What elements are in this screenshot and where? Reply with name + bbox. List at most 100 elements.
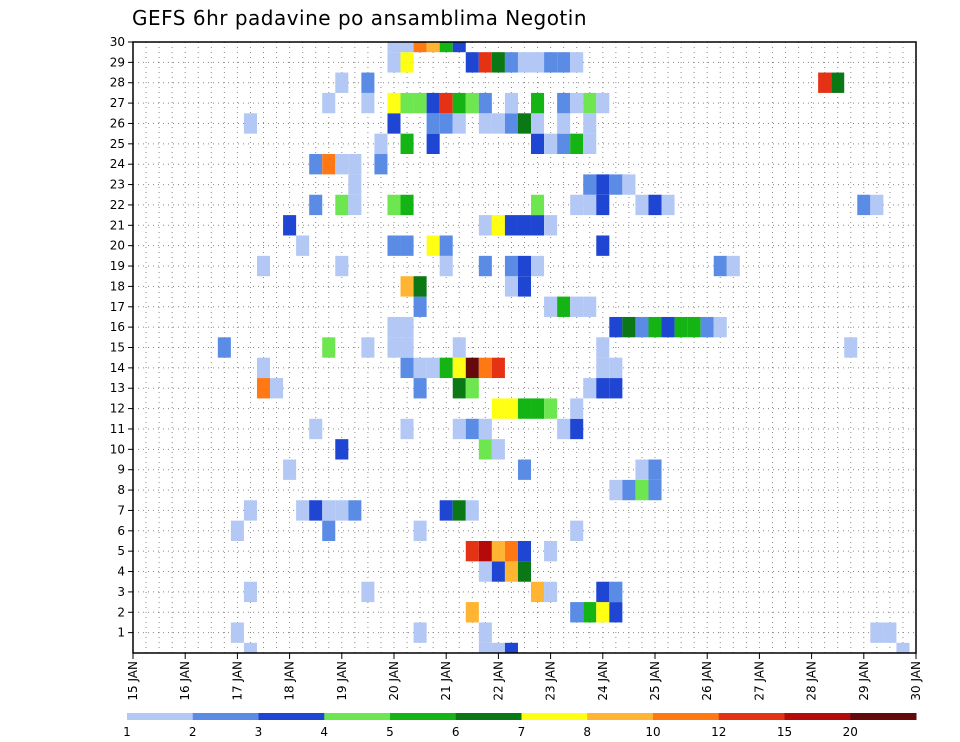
heatmap-cell <box>243 642 257 653</box>
heatmap-cell <box>491 642 505 653</box>
heatmap-cell <box>544 540 558 562</box>
heatmap-cell <box>335 154 349 175</box>
heatmap-cell <box>504 255 518 277</box>
heatmap-cell <box>335 194 349 216</box>
y-tick-label: 17 <box>110 300 125 314</box>
heatmap-cell <box>387 316 401 338</box>
y-tick-label: 26 <box>110 116 125 130</box>
heatmap-cell <box>609 602 623 623</box>
x-tick-label: 30 JAN <box>909 661 923 701</box>
heatmap-cell <box>452 42 466 53</box>
heatmap-cell <box>413 42 427 53</box>
heatmap-cell <box>504 398 518 419</box>
colorbar-label: 5 <box>386 725 394 739</box>
heatmap-cell <box>439 113 453 134</box>
heatmap-cell <box>322 154 336 175</box>
x-tick-label: 22 JAN <box>491 661 505 701</box>
y-axis-ticks: 1234567891011121314151617181920212223242… <box>110 35 133 640</box>
y-tick-label: 2 <box>117 605 125 619</box>
heatmap-cell <box>648 316 662 338</box>
heatmap-cell <box>400 194 414 216</box>
heatmap-cell <box>322 520 336 541</box>
heatmap-cell <box>230 520 244 541</box>
x-tick-label: 24 JAN <box>596 661 610 701</box>
heatmap-cell <box>309 418 323 440</box>
heatmap-cell <box>700 316 714 338</box>
heatmap-cell <box>322 337 336 358</box>
heatmap-cell <box>348 174 362 195</box>
colorbar-label: 6 <box>452 725 460 739</box>
heatmap-cell <box>256 357 271 379</box>
y-tick-label: 30 <box>110 35 125 49</box>
heatmap-cell <box>426 92 440 114</box>
heatmap-cell <box>831 72 845 93</box>
heatmap-cell <box>439 42 453 53</box>
heatmap-cell <box>557 92 571 114</box>
heatmap-cell <box>570 602 584 623</box>
y-tick-label: 7 <box>117 503 125 517</box>
heatmap-cell <box>439 357 453 379</box>
heatmap-cell <box>400 52 414 73</box>
heatmap-cell <box>517 561 532 582</box>
heatmap-cell <box>596 337 610 358</box>
heatmap-cell <box>583 602 597 623</box>
heatmap-cell <box>400 418 414 440</box>
heatmap-cell <box>478 622 492 643</box>
heatmap-cell <box>648 479 662 501</box>
heatmap-cell <box>544 215 558 236</box>
heatmap-cell <box>504 215 518 236</box>
heatmap-cell <box>661 316 675 338</box>
heatmap-cell <box>635 194 649 216</box>
colorbar-label: 3 <box>255 725 263 739</box>
heatmap-cell <box>478 92 492 114</box>
x-tick-label: 26 JAN <box>700 661 714 701</box>
y-tick-label: 23 <box>110 178 125 192</box>
heatmap-cell <box>713 255 727 277</box>
colorbar-segment <box>850 713 917 720</box>
colorbar-segment <box>258 713 325 720</box>
heatmap-cell <box>583 92 597 114</box>
heatmap-cell <box>583 133 597 155</box>
x-tick-label: 28 JAN <box>805 661 819 701</box>
heatmap-cell <box>504 113 518 134</box>
heatmap-cell <box>531 113 545 134</box>
heatmap-cell <box>283 459 297 480</box>
heatmap-cell <box>570 194 584 216</box>
y-tick-label: 21 <box>110 218 125 232</box>
heatmap-cell <box>517 255 532 277</box>
heatmap-cell <box>478 255 492 277</box>
heatmap-cell <box>478 357 492 379</box>
heatmap-cell <box>387 52 401 73</box>
heatmap-cell <box>243 500 257 521</box>
heatmap-cell <box>583 174 597 195</box>
heatmap-cell <box>596 235 610 256</box>
y-tick-label: 22 <box>110 198 125 212</box>
heatmap-cell <box>870 622 884 643</box>
heatmap-cell <box>531 255 545 277</box>
heatmap-cell <box>361 581 375 603</box>
heatmap-cell <box>256 378 271 399</box>
heatmap-cell <box>387 42 401 53</box>
colorbar-segment <box>127 713 194 720</box>
heatmap-cell <box>387 235 401 256</box>
heatmap-cell <box>413 276 427 297</box>
colorbar-label: 12 <box>711 725 726 739</box>
y-tick-label: 6 <box>117 524 125 538</box>
heatmap-cell <box>517 113 532 134</box>
heatmap-cell <box>517 276 532 297</box>
y-tick-label: 10 <box>110 442 125 456</box>
heatmap-cell <box>413 357 427 379</box>
heatmap-cell <box>687 316 701 338</box>
heatmap-cell <box>570 398 584 419</box>
heatmap-cell <box>517 540 532 562</box>
heatmap-cell <box>413 92 427 114</box>
heatmap-cell <box>557 296 571 317</box>
heatmap-cell <box>491 215 505 236</box>
heatmap-cell <box>465 602 479 623</box>
heatmap-cell <box>517 52 532 73</box>
y-tick-label: 20 <box>110 239 125 253</box>
heatmap-cell <box>570 520 584 541</box>
heatmap-cell <box>335 439 349 460</box>
x-tick-label: 25 JAN <box>648 661 662 701</box>
heatmap-cell <box>491 439 505 460</box>
